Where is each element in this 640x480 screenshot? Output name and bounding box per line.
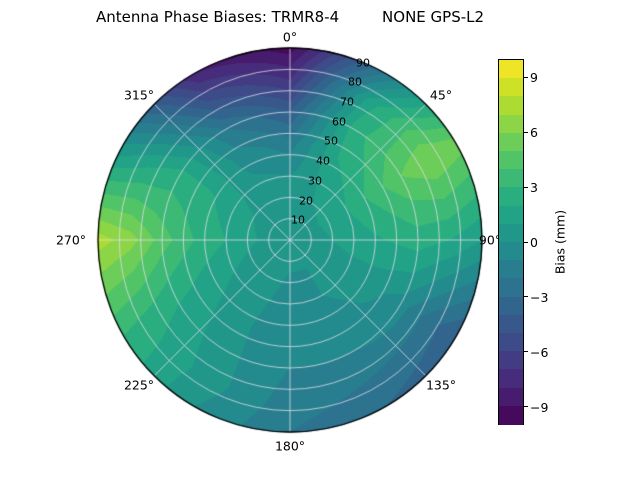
colorbar-band bbox=[499, 387, 523, 407]
colorbar-band bbox=[499, 205, 523, 225]
colorbar-band bbox=[499, 314, 523, 334]
r-tick-label-60: 60 bbox=[332, 115, 346, 129]
colorbar-band bbox=[499, 333, 523, 352]
colorbar-band bbox=[499, 278, 523, 298]
colorbar-tick-6: 6 bbox=[530, 125, 538, 140]
colorbar-band bbox=[499, 114, 523, 134]
colorbar-tick-mark bbox=[524, 186, 528, 188]
colorbar-tick-mark bbox=[524, 296, 528, 298]
theta-label-270: 270° bbox=[55, 232, 87, 248]
colorbar-tick-3: 3 bbox=[530, 180, 538, 195]
colorbar bbox=[498, 59, 524, 425]
colorbar-tick-mark bbox=[524, 131, 528, 133]
r-tick-label-50: 50 bbox=[324, 134, 338, 148]
r-tick-label-20: 20 bbox=[299, 194, 313, 208]
colorbar-band bbox=[499, 296, 523, 316]
colorbar-band bbox=[499, 260, 523, 280]
colorbar-tick-m3: −3 bbox=[530, 290, 549, 305]
theta-label-45: 45° bbox=[429, 87, 453, 103]
r-tick-label-70: 70 bbox=[340, 95, 354, 109]
theta-label-180: 180° bbox=[274, 438, 306, 454]
polar-contour-canvas bbox=[90, 40, 490, 440]
theta-label-315: 315° bbox=[123, 87, 155, 103]
colorbar-band bbox=[499, 151, 523, 170]
colorbar-tick-m6: −6 bbox=[530, 345, 549, 360]
colorbar-band bbox=[499, 96, 523, 116]
chart-title: Antenna Phase Biases: TRMR8-4 NONE GPS-L… bbox=[95, 8, 485, 26]
colorbar-tick-m9: −9 bbox=[530, 400, 549, 415]
colorbar-band bbox=[499, 132, 523, 152]
colorbar-tick-9: 9 bbox=[530, 70, 538, 85]
colorbar-tick-0: 0 bbox=[530, 235, 538, 250]
r-tick-label-40: 40 bbox=[316, 154, 330, 168]
r-tick-label-10: 10 bbox=[291, 213, 305, 227]
colorbar-band bbox=[499, 78, 523, 98]
r-tick-label-30: 30 bbox=[308, 174, 322, 188]
colorbar-band bbox=[499, 369, 523, 389]
theta-label-225: 225° bbox=[123, 377, 155, 393]
theta-label-90: 90° bbox=[478, 232, 502, 248]
colorbar-band bbox=[499, 169, 523, 189]
colorbar-tick-mark bbox=[524, 76, 528, 78]
colorbar-band bbox=[499, 223, 523, 243]
colorbar-band bbox=[499, 242, 523, 261]
colorbar-tick-mark bbox=[524, 406, 528, 408]
colorbar-band bbox=[499, 405, 523, 425]
colorbar-band bbox=[499, 351, 523, 371]
colorbar-band bbox=[499, 60, 523, 79]
colorbar-band bbox=[499, 187, 523, 207]
colorbar-axis-label: Bias (mm) bbox=[552, 209, 568, 275]
colorbar-tick-mark bbox=[524, 351, 528, 353]
colorbar-tick-mark bbox=[524, 241, 528, 243]
theta-label-0: 0° bbox=[282, 29, 298, 45]
r-tick-label-90: 90 bbox=[356, 56, 370, 70]
theta-label-135: 135° bbox=[425, 377, 457, 393]
r-tick-label-80: 80 bbox=[348, 75, 362, 89]
